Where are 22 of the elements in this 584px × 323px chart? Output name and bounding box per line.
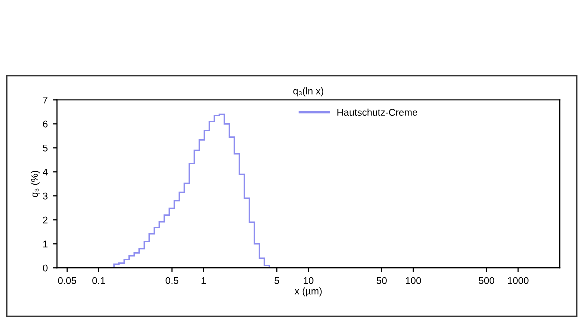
y-tick-label: 1 bbox=[44, 240, 48, 248]
y-tick-label: 6 bbox=[43, 120, 48, 128]
x-tick-label: 50 bbox=[376, 277, 387, 284]
y-tick-label: 3 bbox=[43, 192, 48, 200]
x-axis-title: x (µm) bbox=[294, 288, 322, 297]
x-tick-label: 500 bbox=[479, 277, 495, 284]
x-tick-label: 0.05 bbox=[58, 277, 76, 284]
y-tick-label: 4 bbox=[43, 168, 48, 176]
x-tick-label: 0.5 bbox=[166, 277, 179, 284]
x-tick-label: 5 bbox=[274, 277, 280, 284]
y-tick-label: 2 bbox=[43, 216, 48, 224]
x-tick-label: 100 bbox=[406, 277, 422, 284]
y-tick-label: 0 bbox=[43, 264, 48, 272]
chart-title: q₃(ln x) bbox=[294, 88, 324, 97]
y-tick-label: 7 bbox=[43, 96, 48, 104]
y-tick-label: 5 bbox=[43, 144, 48, 152]
x-tick-label: 0.1 bbox=[92, 277, 106, 284]
x-tick-label: 1 bbox=[202, 277, 206, 284]
x-tick-label: 10 bbox=[304, 277, 314, 284]
y-axis-title: q₃ (%) bbox=[30, 171, 40, 198]
x-tick-label: 1000 bbox=[508, 277, 529, 284]
legend-label: Hautschutz-Creme bbox=[338, 108, 418, 116]
